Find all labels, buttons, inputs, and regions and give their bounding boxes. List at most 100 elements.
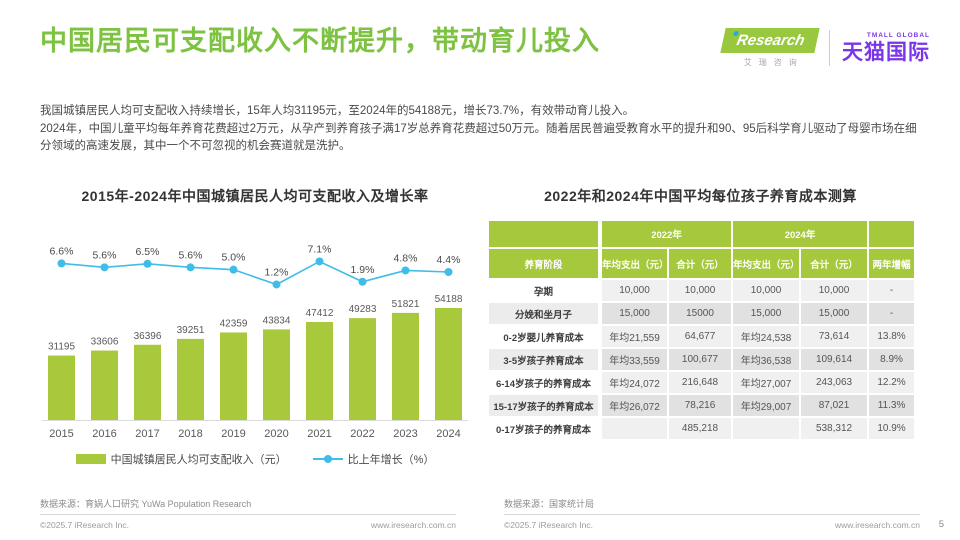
- table-corner-cell: [487, 219, 602, 249]
- growth-value-label: 7.1%: [308, 243, 332, 255]
- table-row: 孕期 10,000 10,000 10,000 10,000-: [487, 278, 917, 303]
- table-cell: -: [867, 278, 917, 303]
- bar-2021: [306, 322, 333, 420]
- row-label: 6-14岁孩子的养育成本: [487, 370, 602, 395]
- tmall-global-en: TMALL GLOBAL: [866, 31, 930, 39]
- footer-left: 数据来源：育娲人口研究 YuWa Population Research ©20…: [40, 497, 456, 530]
- table-cell: [599, 416, 669, 441]
- growth-point-2016: [100, 263, 109, 272]
- table-cell: 87,021: [799, 393, 870, 418]
- footer-right-site: www.iresearch.com.cn: [834, 520, 920, 530]
- growth-value-label: 5.0%: [222, 252, 246, 264]
- x-tick-label: 2023: [393, 428, 417, 440]
- bar-2023: [392, 312, 419, 420]
- bar-2024: [435, 308, 462, 420]
- income-growth-chart: 31195 2015 33606 2016 36396 2017 39251 2018 4235…: [42, 243, 468, 440]
- table-cell: 年均26,072: [599, 393, 669, 418]
- column-header: 两年增幅: [867, 247, 917, 280]
- page-title: 中国居民可支配收入不断提升，带动育儿投入: [40, 26, 600, 56]
- x-tick-label: 2022: [350, 428, 374, 440]
- brand-logos: Research 艾瑞咨询 TMALL GLOBAL 天猫国际: [720, 28, 930, 68]
- table-cell: 13.8%: [867, 324, 917, 349]
- row-label: 0-2岁婴儿养育成本: [487, 324, 602, 349]
- bar-2020: [263, 329, 290, 420]
- growth-value-label: 5.6%: [179, 249, 203, 261]
- x-tick-label: 2017: [135, 428, 159, 440]
- table-cell: 10,000: [599, 278, 669, 303]
- table-cell: 10,000: [731, 278, 802, 303]
- footer-right-copyright: ©2025.7 iResearch Inc.: [504, 520, 593, 530]
- row-label: 孕期: [487, 278, 602, 303]
- table-row: 分娩和坐月子 15,000 15000 15,000 15,000-: [487, 301, 917, 326]
- x-tick-label: 2019: [221, 428, 245, 440]
- bar-value-label: 51821: [392, 299, 420, 310]
- footer-left-rule: [40, 514, 456, 515]
- growth-point-2021: [315, 257, 324, 266]
- table-cell: 15000: [666, 301, 734, 326]
- income-chart-title: 2015年-2024年中国城镇居民人均可支配收入及增长率: [81, 188, 429, 204]
- bar-value-label: 33606: [91, 337, 119, 348]
- bar-value-label: 49283: [349, 304, 377, 315]
- table-cell: 216,648: [666, 370, 734, 395]
- table-cell: 年均29,007: [731, 393, 802, 418]
- footer-left-copyright: ©2025.7 iResearch Inc.: [40, 520, 129, 530]
- bar-legend-swatch-icon: [75, 454, 106, 464]
- bar-2018: [177, 338, 204, 420]
- header: 中国居民可支配收入不断提升，带动育儿投入 Research 艾瑞咨询 TMALL…: [40, 24, 930, 68]
- row-label: 3-5岁孩子养育成本: [487, 347, 602, 372]
- footer-right-rule: [504, 514, 920, 515]
- growth-value-label: 4.8%: [394, 252, 418, 264]
- growth-point-2018: [186, 263, 195, 272]
- iresearch-logo-text: Research: [735, 32, 807, 49]
- row-label: 分娩和坐月子: [487, 301, 602, 326]
- table-row: 15-17岁孩子的养育成本 年均26,072 78,216 年均29,007 87,02…: [487, 393, 917, 418]
- growth-value-label: 1.2%: [265, 266, 289, 278]
- intro-line-1: 我国城镇居民人均可支配收入持续增长，15年人均31195元，至2024年的541…: [40, 105, 635, 117]
- tmall-global-cn: 天猫国际: [842, 41, 930, 65]
- bar-value-label: 36396: [134, 331, 162, 342]
- column-header: 年均支出（元）: [731, 247, 802, 280]
- x-tick-label: 2015: [49, 428, 73, 440]
- x-tick-label: 2016: [92, 428, 116, 440]
- table-cell: 10,000: [666, 278, 734, 303]
- x-tick-label: 2024: [436, 428, 460, 440]
- table-row: 0-2岁婴儿养育成本 年均21,559 64,677 年均24,538 73,614 13…: [487, 324, 917, 349]
- table-cell: [731, 416, 802, 441]
- bar-value-label: 47412: [306, 308, 334, 319]
- column-header: 合计（元）: [799, 247, 870, 280]
- footer-left-source: 数据来源：育娲人口研究 YuWa Population Research: [40, 499, 252, 509]
- column-header: 养育阶段: [487, 247, 602, 280]
- growth-line: [61, 260, 449, 286]
- bar-value-label: 43834: [263, 315, 291, 326]
- growth-point-2019: [229, 265, 238, 274]
- table-cell: 年均24,538: [731, 324, 802, 349]
- bar-2019: [220, 332, 247, 420]
- table-cell: 78,216: [666, 393, 734, 418]
- footer-right-source: 数据来源：国家统计局: [504, 499, 595, 509]
- intro-text: 我国城镇居民人均可支配收入持续增长，15年人均31195元，至2024年的541…: [40, 103, 928, 156]
- growth-point-2015: [57, 259, 66, 268]
- page-number: 5: [938, 519, 944, 530]
- bar-value-label: 39251: [177, 325, 205, 336]
- logo-divider: [829, 30, 830, 66]
- bar-value-label: 54188: [435, 294, 463, 305]
- row-label: 0-17岁孩子的养育成本: [487, 416, 602, 441]
- year-group-header-2024: 2024年: [731, 219, 870, 249]
- legend-item-growth: 比上年增长（%）: [312, 451, 434, 467]
- growth-point-2017: [143, 259, 152, 268]
- table-cell: -: [867, 301, 917, 326]
- table-cell: 100,677: [666, 347, 734, 372]
- table-cell: 年均33,559: [599, 347, 669, 372]
- table-cell: 年均24,072: [599, 370, 669, 395]
- column-header: 合计（元）: [666, 247, 734, 280]
- intro-line-2: 2024年，中国儿童平均每年养育花费超过2万元，从孕产到养育孩子满17岁总养育花…: [40, 122, 917, 153]
- table-blank-cell: [867, 219, 917, 249]
- legend-label: 中国城镇居民人均可支配收入（元）: [110, 454, 287, 466]
- table-cell: 15,000: [599, 301, 669, 326]
- table-cell: 10,000: [799, 278, 870, 303]
- table-cell: 11.3%: [867, 393, 917, 418]
- table-cell: 8.9%: [867, 347, 917, 372]
- table-cell: 485,218: [666, 416, 734, 441]
- bar-2016: [91, 350, 118, 420]
- growth-value-label: 6.5%: [136, 246, 160, 258]
